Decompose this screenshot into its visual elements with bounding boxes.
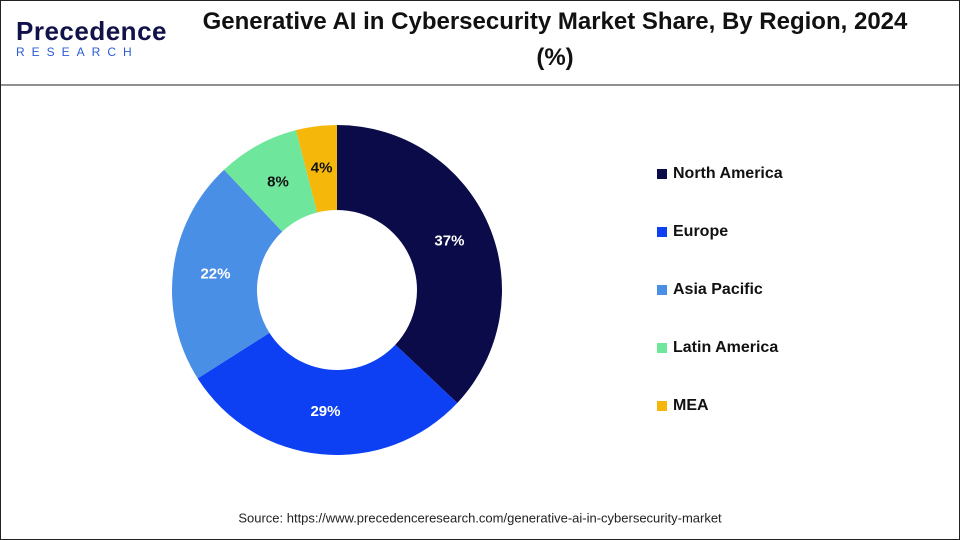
legend-label: Latin America <box>673 339 778 356</box>
slice <box>337 125 502 403</box>
legend-swatch <box>657 401 667 411</box>
slice <box>172 169 283 379</box>
chart-title: Generative AI in Cybersecurity Market Sh… <box>202 8 908 71</box>
logo-name: Precedence <box>16 16 167 46</box>
legend-label: Europe <box>673 223 728 240</box>
value-label: 29% <box>310 403 340 420</box>
value-label: 37% <box>434 232 464 249</box>
legend-swatch <box>657 227 667 237</box>
legend-label: MEA <box>673 397 709 414</box>
logo: Precedence RESEARCH <box>16 16 166 59</box>
legend-label: Asia Pacific <box>673 281 763 298</box>
legend-swatch <box>657 169 667 179</box>
value-label: 4% <box>311 159 333 176</box>
logo-tagline: RESEARCH <box>16 45 139 59</box>
slice <box>197 332 458 455</box>
legend-swatch <box>657 285 667 295</box>
legend-swatch <box>657 343 667 353</box>
value-label: 8% <box>267 174 289 191</box>
slice <box>224 130 318 232</box>
source: Source: https://www.precedenceresearch.c… <box>238 510 722 525</box>
value-label: 22% <box>200 266 230 283</box>
slice <box>295 125 337 213</box>
legend-label: North America <box>673 165 783 182</box>
